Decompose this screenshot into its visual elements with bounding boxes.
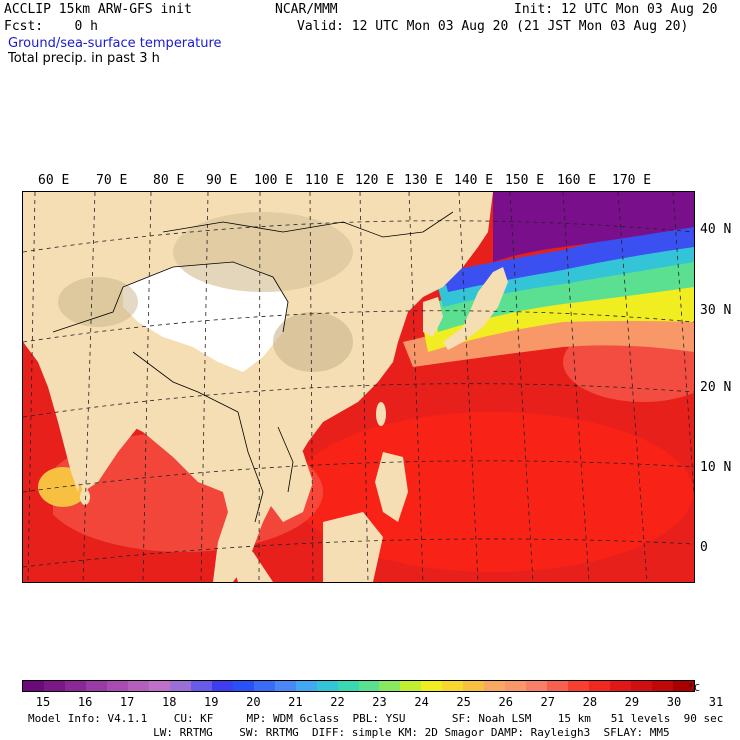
colorbar-swatch	[64, 681, 86, 691]
mountain-shade	[173, 212, 353, 292]
lon-label-170e: 170 E	[612, 173, 652, 188]
colorbar-swatch	[337, 681, 359, 691]
colorbar-tick-label: 30	[666, 695, 682, 709]
mountain-shade-3	[58, 277, 138, 327]
colorbar-tick-label: 22	[330, 695, 345, 709]
lat-label-0: 0	[700, 540, 708, 555]
lon-label-140e: 140 E	[454, 173, 494, 188]
sst-band-blue	[443, 222, 694, 292]
colorbar-tick-label: 20	[246, 695, 261, 709]
colorbar-swatch	[421, 681, 443, 691]
colorbar-swatch	[568, 681, 590, 691]
colorbar-swatch	[484, 681, 506, 691]
land-india	[53, 332, 173, 492]
colorbar-swatch	[358, 681, 380, 691]
colorbar-swatch	[274, 681, 296, 691]
ocean-hot-patch	[293, 412, 693, 572]
colorbar-swatch	[85, 681, 107, 691]
colorbar-tick-label: 31	[708, 695, 724, 709]
colorbar-swatch	[43, 681, 65, 691]
land-sri-lanka	[80, 489, 90, 505]
land-sumatra	[223, 532, 273, 582]
colorbar-swatch	[169, 681, 191, 691]
colorbar-swatch	[400, 681, 422, 691]
colorbar-swatch	[253, 681, 275, 691]
colorbar-tick-label: 16	[77, 695, 93, 709]
model-info-line1: Model Info: V4.1.1 CU: KF MP: WDM 6class…	[28, 712, 724, 725]
country-borders	[52, 211, 454, 523]
colorbar-tick-label: 19	[204, 695, 219, 709]
land-taiwan	[376, 402, 386, 426]
colorbar-tick-label: 21	[288, 695, 303, 709]
colorbar-swatch	[505, 681, 527, 691]
mountain-shade-2	[273, 312, 353, 372]
colorbar-tick-label: 28	[582, 695, 598, 709]
colorbar-tick-label: 23	[372, 695, 387, 709]
sst-band-purple	[493, 192, 694, 262]
colorbar-swatch	[631, 681, 653, 691]
lon-label-130e: 130 E	[404, 173, 444, 188]
colorbar-swatch	[547, 681, 569, 691]
colorbar-swatch	[211, 681, 233, 691]
colorbar-swatch	[610, 681, 632, 691]
valid-time: Valid: 12 UTC Mon 03 Aug 20 (21 JST Mon …	[297, 19, 689, 34]
colorbar-swatch	[673, 681, 694, 691]
lon-label-110e: 110 E	[305, 173, 345, 188]
lon-label-120e: 120 E	[355, 173, 395, 188]
field-name-precip: Total precip. in past 3 h	[8, 51, 160, 66]
lon-label-60e: 60 E	[38, 173, 70, 188]
colorbar-swatch	[379, 681, 401, 691]
land-borneo	[323, 512, 383, 582]
sst-map	[22, 191, 695, 583]
colorbar-swatch	[316, 681, 338, 691]
land-philippines	[375, 452, 408, 522]
model-title: ACCLIP 15km ARW-GFS init	[4, 2, 192, 17]
colorbar-unit: °C	[688, 683, 701, 694]
model-info-line2: LW: RRTMG SW: RRTMG DIFF: simple KM: 2D …	[120, 726, 670, 739]
colorbar-swatch	[190, 681, 212, 691]
colorbar-tick-label: 26	[498, 695, 513, 709]
colorbar-tick-label: 27	[540, 695, 556, 709]
lat-label-30n: 30 N	[700, 303, 732, 318]
field-name-sst: Ground/sea-surface temperature	[8, 36, 222, 51]
land-indochina	[248, 422, 313, 522]
land-japan	[443, 267, 508, 350]
colorbar-tick-label: 25	[456, 695, 471, 709]
graticule	[23, 192, 694, 582]
colorbar-swatch	[106, 681, 128, 691]
lon-label-150e: 150 E	[505, 173, 545, 188]
colorbar-tick-label: 29	[624, 695, 640, 709]
colorbar-swatch	[526, 681, 548, 691]
lon-label-100e: 100 E	[254, 173, 294, 188]
lon-label-70e: 70 E	[96, 173, 128, 188]
lat-label-20n: 20 N	[700, 380, 732, 395]
lon-label-80e: 80 E	[153, 173, 185, 188]
colorbar-swatch	[127, 681, 149, 691]
colorbar-swatch	[463, 681, 485, 691]
colorbar-tick-label: 24	[414, 695, 429, 709]
colorbar-swatch	[23, 681, 44, 691]
colorbar-swatch	[295, 681, 317, 691]
lon-label-160e: 160 E	[557, 173, 597, 188]
colorbar-tick-label: 18	[161, 695, 177, 709]
colorbar-swatch	[589, 681, 611, 691]
colorbar-swatch	[232, 681, 254, 691]
lat-label-40n: 40 N	[700, 222, 732, 237]
colorbar-swatch	[442, 681, 464, 691]
colorbar-tick-label: 15	[35, 695, 51, 709]
colorbar-swatch	[652, 681, 674, 691]
lat-label-10n: 10 N	[700, 460, 732, 475]
organization: NCAR/MMM	[275, 2, 338, 17]
forecast-hour: Fcst: 0 h	[4, 19, 98, 34]
colorbar	[22, 680, 695, 692]
land-korea	[423, 297, 443, 337]
colorbar-swatch	[148, 681, 170, 691]
lon-label-90e: 90 E	[206, 173, 238, 188]
init-time: Init: 12 UTC Mon 03 Aug 20	[514, 2, 718, 17]
colorbar-tick-label: 17	[119, 695, 135, 709]
